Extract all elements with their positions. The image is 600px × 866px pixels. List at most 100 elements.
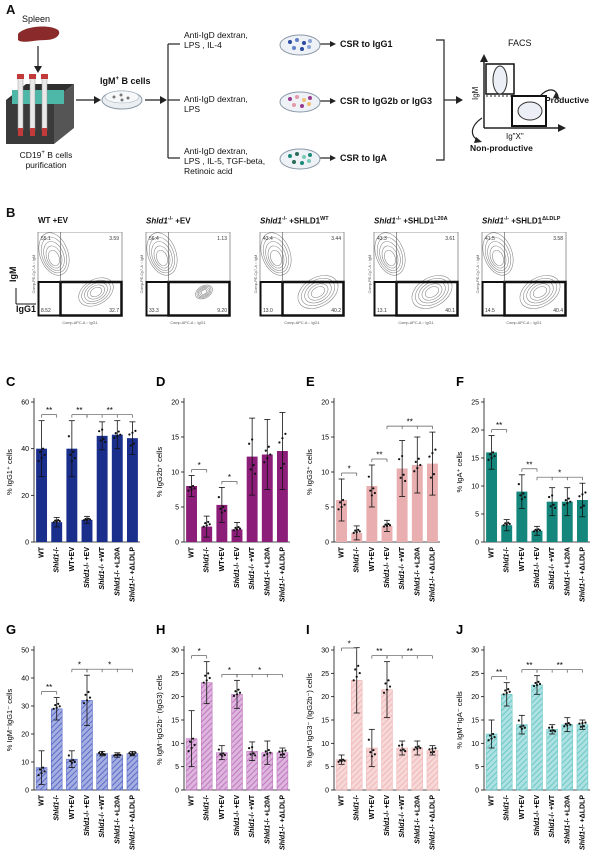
data-point xyxy=(490,737,493,740)
y-tick-label: 15 xyxy=(471,718,479,725)
bar xyxy=(126,753,139,791)
data-point xyxy=(417,745,420,748)
data-point xyxy=(584,721,587,724)
data-point xyxy=(584,491,587,494)
significance-label: * xyxy=(198,461,201,470)
data-point xyxy=(282,753,286,756)
data-point xyxy=(205,679,208,682)
data-point xyxy=(40,772,43,775)
data-point xyxy=(552,503,555,506)
facs-axis-y-label: Comp-PE-Cy7-A :: IgM xyxy=(476,255,480,294)
data-point xyxy=(54,519,57,522)
magnetic-rack-icon xyxy=(6,74,74,144)
quadrant-value-br: 32.7 xyxy=(109,308,119,314)
data-point xyxy=(263,461,266,464)
quadrant-value-bl: 33.3 xyxy=(149,308,159,314)
data-point xyxy=(523,726,526,729)
data-point xyxy=(254,754,257,757)
data-point xyxy=(387,679,390,682)
panel-letter: E xyxy=(306,374,315,389)
data-point xyxy=(84,693,87,696)
data-point xyxy=(519,494,522,497)
bar xyxy=(546,501,558,542)
bar xyxy=(126,438,138,542)
data-point xyxy=(85,699,89,702)
x-tick-label: WT+EV xyxy=(219,547,226,572)
data-point xyxy=(429,476,433,479)
y-tick-label: 15 xyxy=(471,456,479,463)
bar xyxy=(66,448,78,542)
bar xyxy=(486,452,498,542)
facs-plot-title: WT +EV xyxy=(38,216,69,225)
bar-chart-panel-j: J 0 5 10 15 20 25 30 % IgM⁻IgA⁻ cells WT Shld1-/- W… xyxy=(455,622,590,850)
y-tick-label: 30 xyxy=(321,648,329,655)
data-point xyxy=(73,456,76,460)
data-point xyxy=(413,470,416,473)
data-point xyxy=(87,690,90,694)
significance-label: ** xyxy=(46,683,52,692)
data-point xyxy=(204,674,207,677)
quadrant-value-tr: 1.13 xyxy=(217,236,227,242)
data-point xyxy=(41,766,45,769)
x-tick-label: Shld1-/- +L20A xyxy=(564,795,571,844)
data-point xyxy=(432,473,436,476)
y-tick-label: 10 xyxy=(321,741,329,748)
condition-3-text: Anti-IgD dextran, LPS , IL-5, TGF-beta, Re… xyxy=(184,146,266,176)
data-point xyxy=(552,729,555,732)
x-tick-label: Shld1-/- xyxy=(54,794,61,820)
data-point xyxy=(493,455,496,458)
bar xyxy=(36,448,48,542)
data-point xyxy=(187,489,190,492)
data-point xyxy=(372,748,375,752)
data-point xyxy=(207,520,210,524)
y-tick-label: 15 xyxy=(321,435,329,442)
data-point xyxy=(419,463,422,467)
x-tick-label: Shld1-/- +WT xyxy=(99,794,106,837)
x-tick-label: WT+EV xyxy=(219,795,226,820)
bar xyxy=(500,694,513,791)
significance-label: * xyxy=(348,640,351,649)
gate-bottom-right xyxy=(59,280,123,317)
data-point xyxy=(357,664,360,667)
data-point xyxy=(491,732,495,736)
contour-line xyxy=(304,280,332,304)
quadrant-value-bl: 13.1 xyxy=(377,308,387,314)
x-tick-label: Shld1-/- +EV xyxy=(384,547,391,588)
contour-line xyxy=(38,232,70,276)
x-tick-label: WT xyxy=(189,546,196,558)
quadrant-value-tl: 56.4 xyxy=(149,236,159,242)
data-point xyxy=(517,719,520,722)
data-point xyxy=(504,689,507,692)
data-point xyxy=(581,493,584,496)
data-point xyxy=(101,751,104,754)
y-axis-label: % IgG3⁺ cells xyxy=(305,449,314,495)
data-point xyxy=(370,755,373,758)
contour-line xyxy=(267,245,285,269)
data-point xyxy=(431,747,434,750)
y-tick-label: 10 xyxy=(171,470,179,477)
x-tick-label: Shld1-/- xyxy=(354,794,361,820)
data-point xyxy=(413,748,416,751)
data-point xyxy=(82,519,86,522)
y-tick-label: 30 xyxy=(171,648,179,655)
x-tick-label: WT xyxy=(489,794,496,806)
bar xyxy=(516,491,528,542)
data-point xyxy=(399,476,402,479)
data-point xyxy=(251,746,254,749)
x-tick-label: Shld1-/- +EV xyxy=(84,795,91,836)
bar xyxy=(576,500,588,542)
data-point xyxy=(385,688,389,691)
data-point xyxy=(582,504,586,507)
bar-chart-panel-e: E 0 5 10 15 20 % IgG3⁺ cells WT Shld1-/- WT+EV Shl… xyxy=(305,374,440,602)
data-point xyxy=(266,752,269,756)
y-tick-label: 20 xyxy=(21,493,29,500)
data-point xyxy=(432,750,436,753)
quadrant-value-tr: 3.59 xyxy=(109,236,119,242)
contour-line xyxy=(529,283,551,301)
facs-axis-y-label: Comp-PE-Cy7-A :: IgM xyxy=(254,255,258,294)
data-point xyxy=(416,747,419,750)
y-tick-label: 20 xyxy=(321,694,329,701)
x-tick-label: Shld1-/- xyxy=(204,794,211,820)
bar xyxy=(50,708,63,791)
data-point xyxy=(269,751,272,754)
